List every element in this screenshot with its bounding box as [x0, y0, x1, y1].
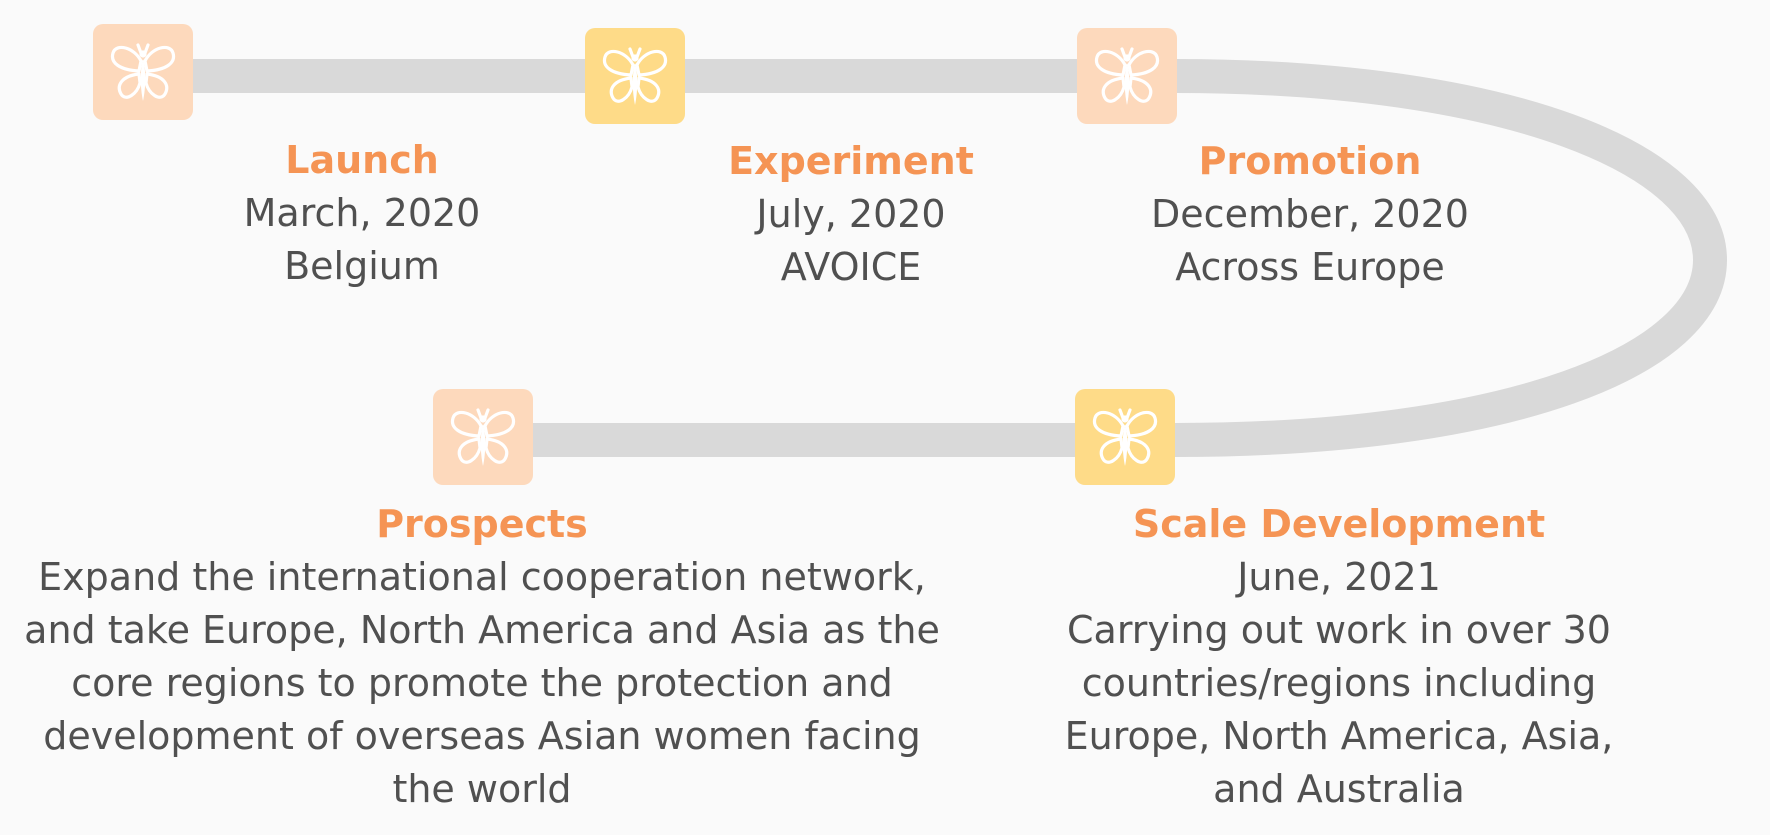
milestone-node-prospects	[433, 389, 533, 485]
milestone-label-promotion: Promotion December, 2020 Across Europe	[1151, 135, 1469, 294]
milestone-detail: Across Europe	[1175, 245, 1445, 289]
milestone-node-launch	[93, 24, 193, 120]
milestone-detail: Belgium	[284, 244, 440, 288]
milestone-label-prospects: Prospects Expand the international coope…	[24, 498, 940, 816]
milestone-date: June, 2021	[1237, 555, 1441, 599]
milestone-date: December, 2020	[1151, 192, 1469, 236]
milestone-detail: Carrying out work in over 30	[1067, 608, 1611, 652]
butterfly-icon	[110, 43, 176, 101]
milestone-detail: development of overseas Asian women faci…	[43, 714, 921, 758]
milestone-detail: AVOICE	[780, 245, 922, 289]
milestone-detail: core regions to promote the protection a…	[71, 661, 893, 705]
milestone-title: Promotion	[1198, 139, 1422, 183]
milestone-title: Launch	[285, 138, 439, 182]
milestone-detail: Europe, North America, Asia,	[1064, 714, 1614, 758]
milestone-node-scale-development	[1075, 389, 1175, 485]
milestone-detail: the world	[392, 767, 572, 811]
timeline-path	[142, 59, 1728, 457]
milestone-detail: and take Europe, North America and Asia …	[24, 608, 940, 652]
milestone-label-scale-development: Scale Development June, 2021 Carrying ou…	[1065, 498, 1614, 816]
milestone-label-launch: Launch March, 2020 Belgium	[244, 134, 481, 293]
milestone-date: March, 2020	[243, 191, 481, 235]
butterfly-icon	[602, 47, 668, 105]
butterfly-icon	[450, 408, 516, 466]
milestone-node-promotion	[1077, 28, 1177, 124]
milestone-title: Scale Development	[1132, 502, 1546, 546]
milestone-title: Prospects	[376, 502, 588, 546]
milestone-node-experiment	[585, 28, 685, 124]
butterfly-icon	[1092, 408, 1158, 466]
milestone-label-experiment: Experiment July, 2020 AVOICE	[728, 135, 974, 294]
milestone-detail: countries/regions including	[1081, 661, 1597, 705]
milestone-detail: and Australia	[1213, 767, 1465, 811]
milestone-title: Experiment	[728, 139, 974, 183]
milestone-detail: Expand the international cooperation net…	[38, 555, 926, 599]
milestone-date: July, 2020	[756, 192, 946, 236]
butterfly-icon	[1094, 47, 1160, 105]
